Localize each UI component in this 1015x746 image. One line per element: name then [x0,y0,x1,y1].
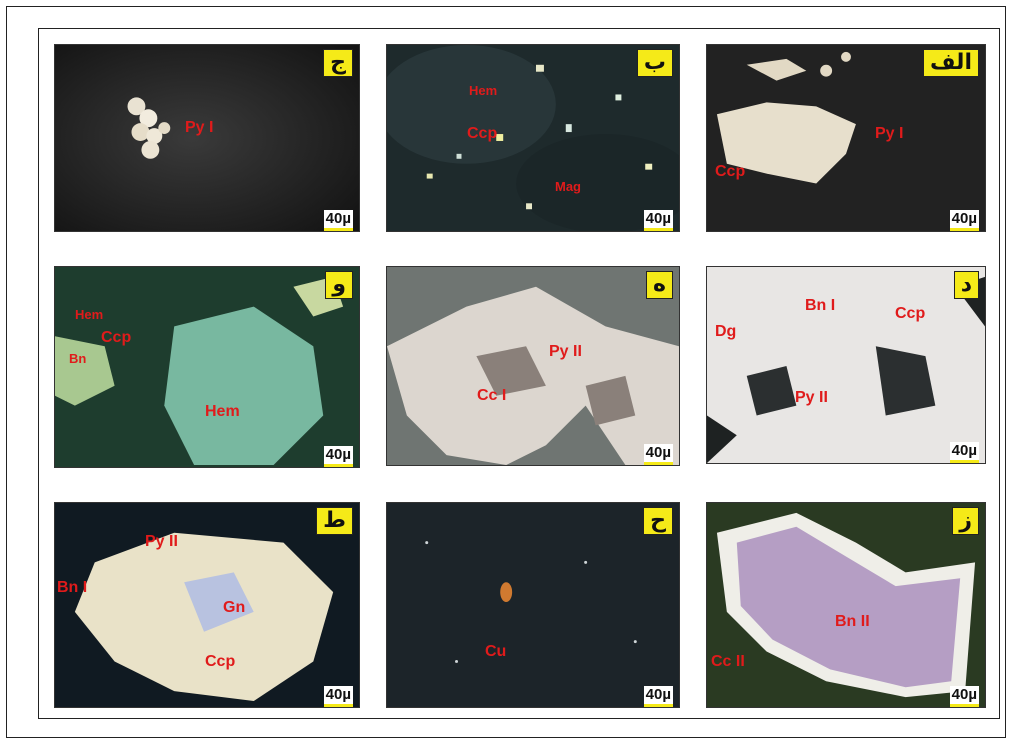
panel-letter: ه [646,271,673,299]
label-ccp: Ccp [715,163,746,180]
scale-bar: 40µ [323,446,354,467]
label-gn: Gn [223,599,246,616]
scale-bar: 40µ [949,686,980,707]
panel-letter: د [953,271,979,299]
label-py: Py II [795,389,828,406]
panel-heh: Cu ح 40µ [386,502,680,708]
label-ccp: Ccp [895,305,926,322]
label-py: Py II [145,533,178,550]
micrograph-dal [707,267,985,463]
label-bn: Bn I [57,579,88,596]
micrograph-vav [55,267,359,467]
label-hem-large: Hem [205,403,240,420]
micrograph-heh [387,503,679,707]
label-ccp: Ccp [205,653,236,670]
label-ccp: Ccp [101,329,132,346]
label-py: Py I [185,119,214,136]
label-bn: Bn II [835,613,870,630]
panel-letter: ز [952,507,979,535]
panel-be: Hem Ccp Mag ب 40µ [386,44,680,232]
label-hem: Hem [75,307,104,322]
panel-alef: Py I Ccp الف 40µ [706,44,986,232]
scale-bar: 40µ [323,210,354,231]
figure-inner-frame [38,28,1000,719]
panel-jim: Py I ج 40µ [54,44,360,232]
scale-bar: 40µ [643,210,674,231]
panel-letter: الف [922,49,979,77]
label-ccp: Ccp [467,125,498,142]
label-bn: Bn [69,351,87,366]
panel-he: Py II Cc I ه 40µ [386,266,680,466]
label-dg: Dg [715,323,737,340]
label-cu: Cu [485,643,507,660]
panel-letter: ح [643,507,673,535]
scale-bar: 40µ [949,442,980,463]
panel-letter: ج [323,49,353,77]
micrograph-ze [707,503,985,707]
micrograph-he [387,267,679,465]
label-py: Py I [875,125,904,142]
label-mag: Mag [555,179,581,194]
panel-ze: Bn II Cc II ز 40µ [706,502,986,708]
scale-bar: 40µ [643,444,674,465]
micrograph-ta [55,503,359,707]
figure-frame [6,6,1006,738]
label-cc: Cc II [711,653,745,670]
scale-bar: 40µ [949,210,980,231]
label-cc: Cc I [477,387,507,404]
label-bn: Bn I [805,297,836,314]
panel-dal: Bn I Ccp Dg Py II د 40µ [706,266,986,464]
label-hem: Hem [469,83,498,98]
scale-bar: 40µ [643,686,674,707]
panel-letter: و [325,271,353,299]
label-py: Py II [549,343,582,360]
panel-vav: Hem Ccp Bn Hem و 40µ [54,266,360,468]
panel-letter: ب [636,49,673,77]
scale-bar: 40µ [323,686,354,707]
micrograph-be [387,45,679,231]
panel-ta: Py II Bn I Gn Ccp ط 40µ [54,502,360,708]
panel-letter: ط [316,507,353,535]
micrograph-jim [55,45,359,231]
